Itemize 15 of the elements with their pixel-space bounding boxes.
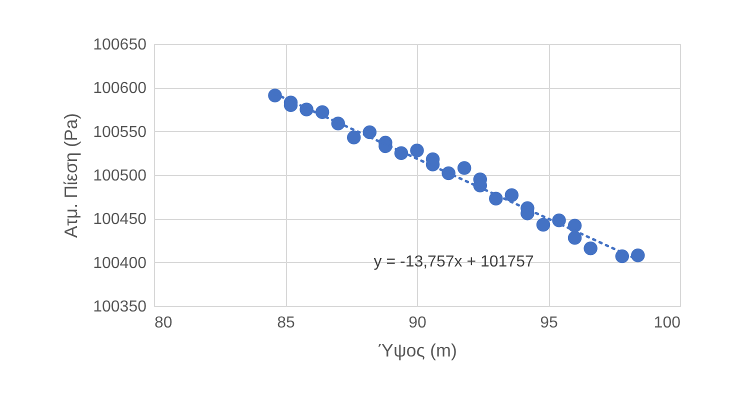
x-tick-label: 80: [154, 314, 172, 332]
y-tick-label: 100650: [93, 36, 147, 54]
y-tick-label: 100500: [93, 168, 147, 184]
y-axis-title: Ατμ. Πίεση (Pa): [61, 113, 82, 238]
y-tick-label: 100400: [93, 254, 147, 272]
x-axis-title: Ύψος (m): [378, 340, 457, 360]
annotation: y = -13,757x + 101757: [374, 253, 534, 270]
y-tick-label: 100600: [93, 80, 147, 98]
y-tick-label: 100350: [93, 298, 147, 316]
y-tick-label: 100550: [93, 124, 147, 141]
x-tick-label: 95: [540, 314, 558, 332]
x-tick-label: 90: [408, 314, 426, 332]
x-tick-label: 100: [654, 314, 681, 332]
y-tick-label: 100450: [93, 211, 147, 228]
x-tick-label: 85: [277, 314, 295, 332]
